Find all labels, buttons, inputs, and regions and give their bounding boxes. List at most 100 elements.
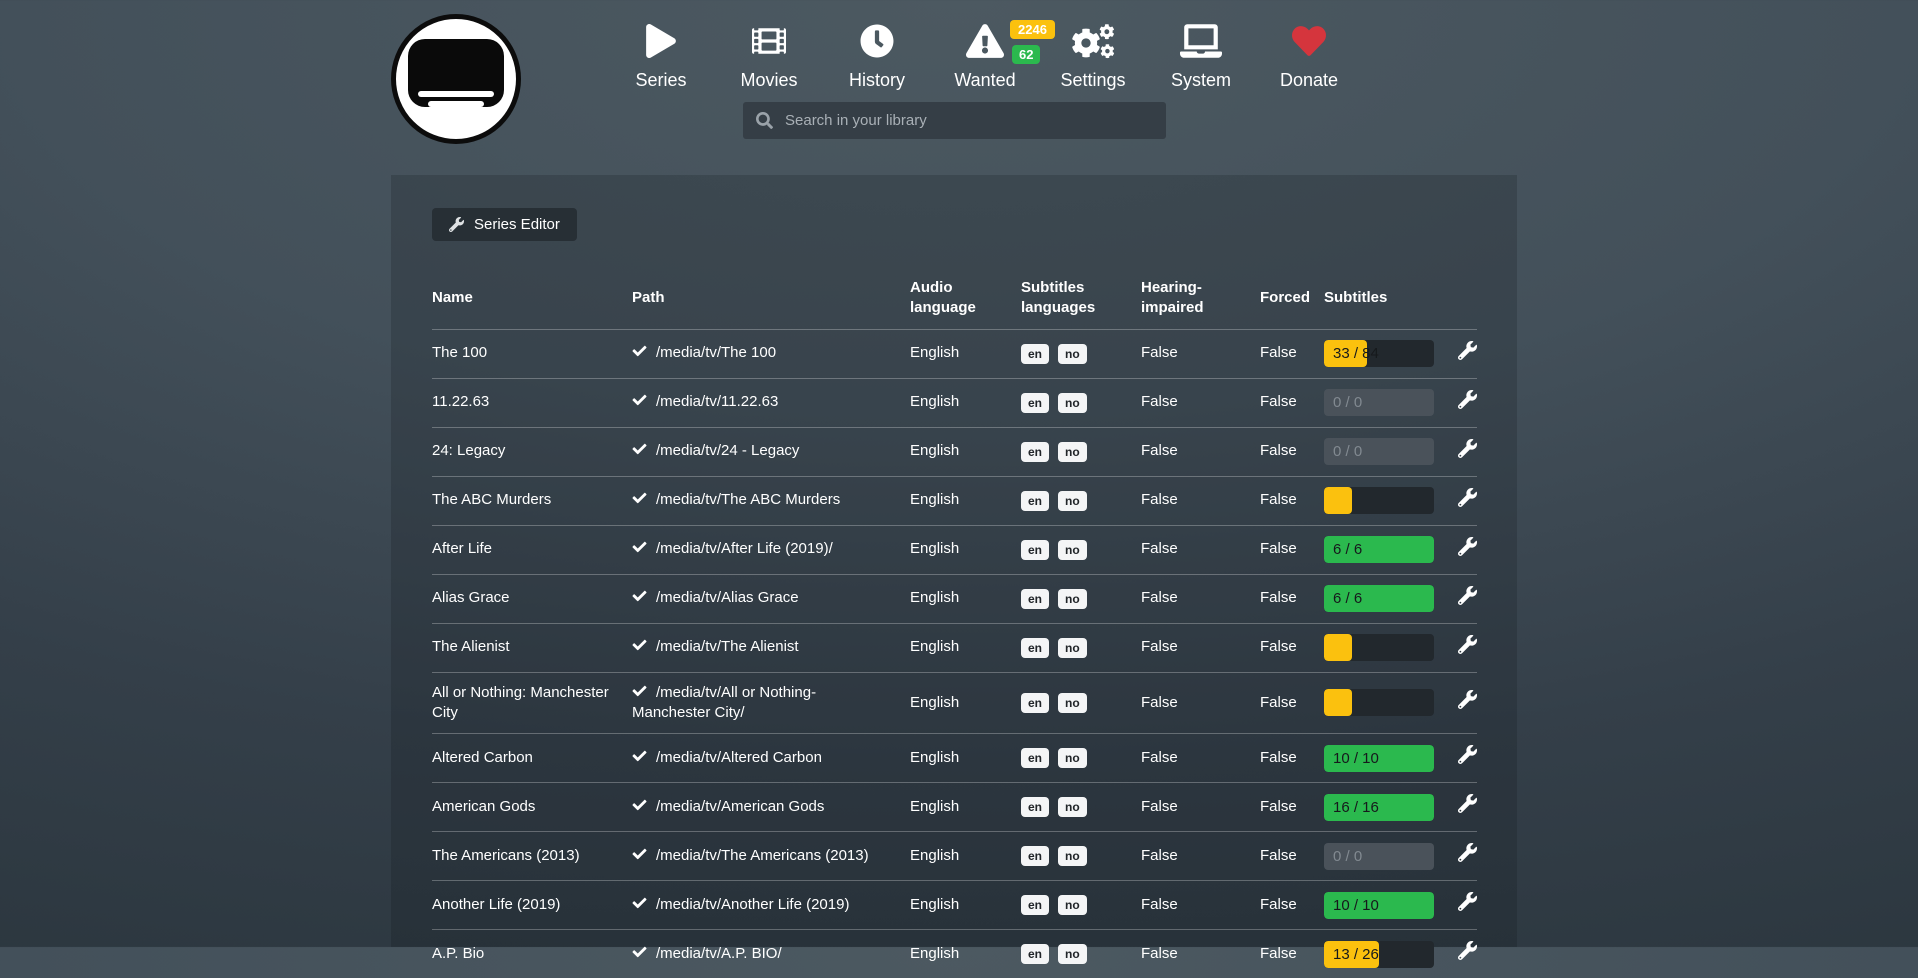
header-audio-language: Audio language [910,268,1021,329]
wrench-icon [1458,439,1477,458]
bazarr-logo[interactable] [391,14,521,144]
series-name[interactable]: 24: Legacy [432,431,632,471]
language-badge: no [1058,393,1087,413]
progress-label: 13 / 26 [1333,941,1379,968]
table-row: The Americans (2013) /media/tv/The Ameri… [432,831,1477,880]
library-search [743,102,1166,139]
table-row: The ABC Murders /media/tv/The ABC Murder… [432,476,1477,525]
edit-series-button[interactable] [1458,794,1477,816]
search-icon [756,112,773,129]
series-name[interactable]: After Life [432,529,632,569]
nav-item-series[interactable]: Series [607,24,715,91]
forced-cell: False [1260,382,1324,422]
series-name[interactable]: The 100 [432,333,632,373]
series-name[interactable]: A.P. Bio [432,934,632,974]
wrench-icon [1458,745,1477,764]
table-row: Altered Carbon /media/tv/Altered Carbon … [432,733,1477,782]
edit-series-button[interactable] [1458,892,1477,914]
edit-series-button[interactable] [1458,941,1477,963]
audio-language-cell: English [910,529,1021,569]
nav-label: History [849,70,905,91]
nav-item-system[interactable]: System [1147,24,1255,91]
forced-cell: False [1260,885,1324,925]
search-input[interactable] [783,111,1147,130]
actions-cell [1458,892,1477,917]
series-name[interactable]: Alias Grace [432,578,632,618]
nav-item-donate[interactable]: Donate [1255,24,1363,91]
series-path: /media/tv/11.22.63 [632,382,910,422]
forced-cell: False [1260,787,1324,827]
series-name[interactable]: All or Nothing: Manchester City [432,673,632,734]
table-row: Another Life (2019) /media/tv/Another Li… [432,880,1477,929]
main-nav: Series Movies History 2246 62 Wanted Set… [607,24,1363,91]
series-editor-button[interactable]: Series Editor [432,208,577,241]
progress-fill [1324,634,1352,661]
hearing-impaired-cell: False [1141,578,1260,618]
series-name[interactable]: Altered Carbon [432,738,632,778]
nav-item-settings[interactable]: Settings [1039,24,1147,91]
hearing-impaired-cell: False [1141,787,1260,827]
actions-cell [1458,537,1477,562]
progress-label: 33 / 84 [1333,340,1379,367]
actions-cell [1458,439,1477,464]
subtitles-cell [1324,679,1445,726]
language-badge: no [1058,589,1087,609]
nav-label: Donate [1280,70,1338,91]
forced-cell: False [1260,738,1324,778]
forced-cell: False [1260,333,1324,373]
hearing-impaired-cell: False [1141,480,1260,520]
series-name[interactable]: American Gods [432,787,632,827]
edit-series-button[interactable] [1458,488,1477,510]
series-name[interactable]: 11.22.63 [432,382,632,422]
subtitles-progress-bar: 33 / 84 [1324,340,1434,367]
progress-label: 16 / 16 [1333,794,1379,821]
language-badge: en [1021,944,1049,964]
edit-series-button[interactable] [1458,537,1477,559]
edit-series-button[interactable] [1458,690,1477,712]
subtitles-cell: 10 / 10 [1324,882,1445,929]
edit-series-button[interactable] [1458,843,1477,865]
check-icon [632,589,647,603]
wrench-icon [449,217,464,232]
check-icon [632,684,647,698]
edit-series-button[interactable] [1458,341,1477,363]
edit-series-button[interactable] [1458,439,1477,461]
series-name[interactable]: The ABC Murders [432,480,632,520]
edit-series-button[interactable] [1458,635,1477,657]
forced-cell: False [1260,683,1324,723]
table-row: Alias Grace /media/tv/Alias Grace Englis… [432,574,1477,623]
series-name[interactable]: Another Life (2019) [432,885,632,925]
check-icon [632,896,647,910]
subtitles-progress-bar: 10 / 10 [1324,892,1434,919]
forced-cell: False [1260,431,1324,471]
language-badge: no [1058,748,1087,768]
subtitles-progress-bar [1324,634,1434,661]
language-badge: en [1021,797,1049,817]
nav-item-movies[interactable]: Movies [715,24,823,91]
check-icon [632,442,647,456]
language-badge: en [1021,748,1049,768]
edit-series-button[interactable] [1458,390,1477,412]
edit-series-button[interactable] [1458,586,1477,608]
nav-item-history[interactable]: History [823,24,931,91]
wrench-icon [1458,892,1477,911]
series-path: /media/tv/The 100 [632,333,910,373]
progress-label: 6 / 6 [1333,536,1362,563]
series-path: /media/tv/24 - Legacy [632,431,910,471]
series-path: /media/tv/The Americans (2013) [632,836,910,876]
nav-item-wanted[interactable]: 2246 62 Wanted [931,24,1039,91]
hearing-impaired-cell: False [1141,529,1260,569]
audio-language-cell: English [910,885,1021,925]
edit-series-button[interactable] [1458,745,1477,767]
progress-label: 0 / 0 [1333,389,1362,416]
language-badge: no [1058,846,1087,866]
language-badge: en [1021,693,1049,713]
series-name[interactable]: The Americans (2013) [432,836,632,876]
series-name[interactable]: The Alienist [432,627,632,667]
